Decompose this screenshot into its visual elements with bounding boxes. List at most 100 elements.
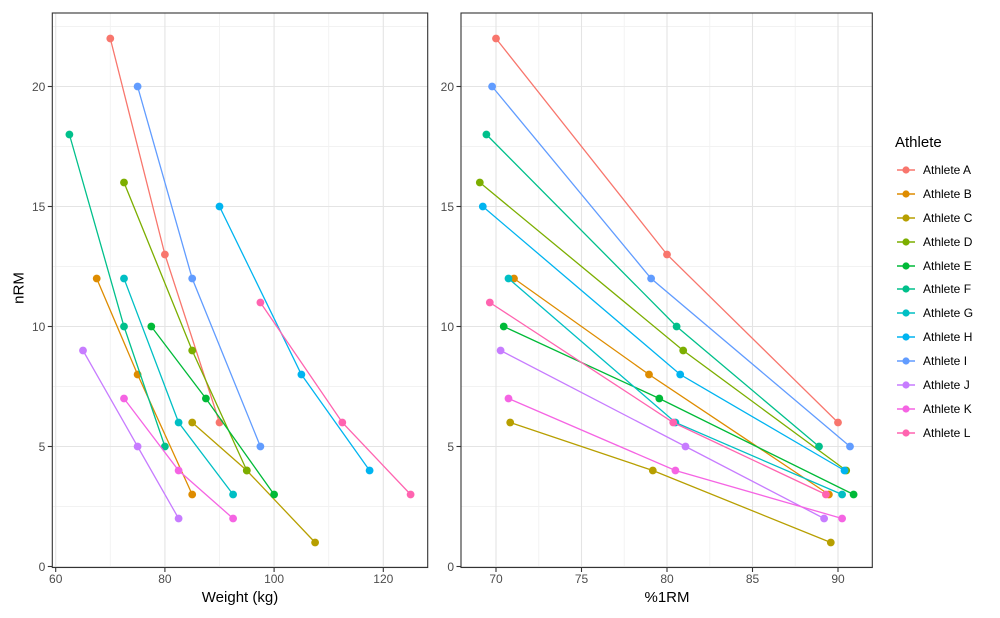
series-athlete-f (482, 130, 823, 451)
y-tick-label: 0 (447, 560, 454, 574)
legend-entry: Athlete K (895, 397, 973, 421)
data-point (838, 514, 846, 523)
data-point (492, 34, 500, 43)
y-tick-label: 5 (447, 440, 454, 454)
data-point (188, 346, 197, 355)
data-point (229, 490, 238, 499)
data-point (485, 298, 494, 307)
data-point (510, 274, 518, 283)
data-point (120, 274, 128, 283)
data-point (338, 418, 347, 427)
legend-key-point (902, 214, 910, 222)
data-point (838, 490, 846, 499)
legend-label: Athlete K (923, 401, 972, 416)
legend-key-icon (897, 309, 915, 317)
legend-entry: Athlete L (895, 421, 973, 445)
legend-key-point (902, 405, 910, 413)
legend-key-point (902, 381, 910, 389)
legend-key-icon (897, 333, 915, 341)
data-point (106, 34, 115, 43)
data-point (482, 130, 491, 139)
data-point (202, 394, 210, 403)
legend-key-icon (897, 285, 915, 293)
panel-border (51, 12, 429, 569)
data-point (645, 370, 653, 379)
data-point (488, 82, 496, 91)
data-point (92, 274, 101, 283)
legend-entry: Athlete B (895, 182, 973, 206)
legend-key-point (902, 261, 910, 270)
data-point (499, 322, 508, 331)
data-point (663, 250, 671, 259)
legend: Athlete Athlete A Athlete B Athlete C Athle… (895, 133, 973, 445)
data-point (820, 514, 828, 523)
legend-title: Athlete (895, 134, 942, 151)
data-point (840, 466, 849, 475)
data-point (188, 418, 197, 427)
legend-key-point (902, 166, 910, 174)
data-point (671, 466, 680, 475)
data-point (478, 202, 487, 211)
legend-entries: Athlete A Athlete B Athlete C Athlete D Athl… (895, 158, 973, 445)
data-point (161, 442, 169, 451)
data-point (846, 442, 854, 451)
x-tick-label: 80 (660, 572, 674, 586)
legend-key-point (902, 357, 910, 365)
data-point (679, 346, 688, 355)
legend-key-point (902, 429, 910, 437)
data-point (161, 250, 169, 259)
x-tick-label: 60 (49, 572, 63, 586)
series-athlete-a (106, 34, 224, 427)
y-axis-title-nrm: nRM (10, 272, 28, 304)
data-point (815, 442, 823, 451)
legend-label: Athlete G (923, 306, 974, 321)
x-tick-label: 70 (489, 572, 503, 586)
legend-key-icon (897, 190, 915, 198)
data-point (676, 370, 685, 379)
legend-label: Athlete B (923, 186, 972, 201)
legend-key-icon (897, 405, 915, 413)
data-point (256, 298, 265, 307)
panel-background (52, 13, 428, 568)
series-athlete-j (79, 346, 183, 523)
y-tick-label: 10 (32, 320, 46, 334)
data-point (174, 514, 183, 523)
series-athlete-k (120, 394, 238, 523)
data-point (504, 274, 513, 283)
data-point (681, 442, 690, 451)
series-athlete-e (499, 322, 858, 499)
data-point (65, 130, 74, 139)
y-tick-label: 15 (32, 200, 46, 214)
x-tick-label: 90 (831, 572, 845, 586)
data-point (834, 418, 842, 427)
data-point (188, 490, 197, 499)
data-point (215, 202, 224, 211)
data-point (256, 442, 265, 451)
x-tick-label: 75 (575, 572, 589, 586)
panel-weight: 60 80 100 120 0 5 10 15 20 (32, 12, 429, 586)
data-point (672, 322, 681, 331)
legend-label: Athlete J (923, 377, 970, 392)
y-tick-label: 20 (32, 80, 46, 94)
legend-label: Athlete F (923, 282, 972, 297)
data-point (655, 394, 664, 403)
data-point (311, 538, 319, 547)
series-athlete-f (65, 130, 169, 451)
series-athlete-g (120, 274, 238, 499)
legend-entry: Athlete I (895, 349, 973, 373)
series-athlete-i (133, 82, 265, 451)
x-tick-label: 100 (264, 572, 284, 586)
legend-label: Athlete D (923, 234, 973, 249)
x-axis-title-percent-1rm: %1RM (644, 589, 690, 606)
data-point (826, 538, 835, 547)
legend-label: Athlete C (923, 210, 973, 225)
data-point (647, 274, 655, 283)
x-axis-title-weight: Weight (kg) (201, 589, 279, 606)
legend-entry: Athlete J (895, 373, 973, 397)
data-point (297, 370, 306, 379)
data-point (174, 418, 183, 427)
series-athlete-i (488, 82, 854, 451)
data-point (120, 394, 128, 403)
series-athlete-a (492, 34, 842, 427)
data-point (79, 346, 87, 355)
